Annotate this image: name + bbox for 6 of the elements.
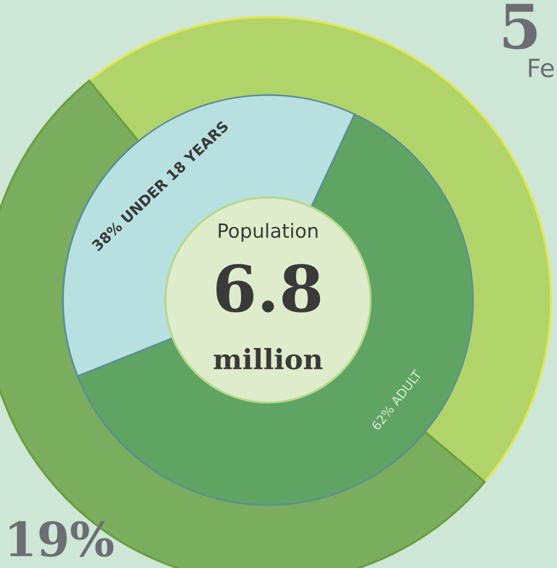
text: Population — [218, 222, 318, 242]
text: 19% — [10, 521, 114, 557]
text: Fe — [529, 58, 554, 78]
text: million — [214, 348, 323, 370]
text: 5 — [504, 4, 537, 50]
text: 6.8 — [216, 264, 320, 312]
